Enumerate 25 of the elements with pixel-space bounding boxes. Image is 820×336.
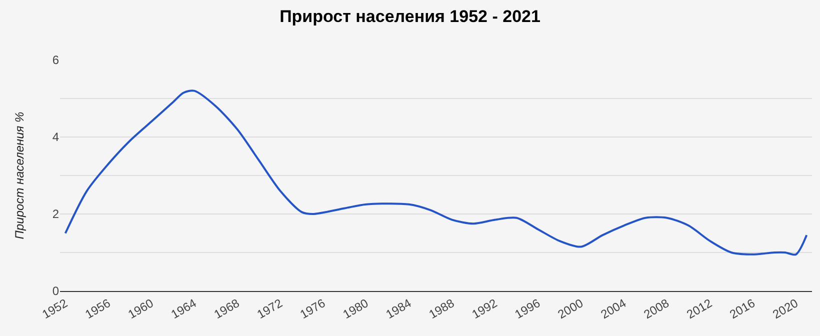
x-tick-label: 1968	[212, 296, 242, 322]
x-tick-label: 1952	[40, 296, 70, 322]
x-tick-label: 2000	[555, 296, 586, 322]
x-tick-label: 1972	[254, 296, 286, 322]
x-tick-label: 1964	[168, 296, 200, 322]
x-tick-label: 1984	[384, 296, 414, 322]
x-tick-label: 1996	[512, 296, 543, 322]
x-tick-label: 2020	[770, 296, 801, 322]
chart-title: Прирост населения 1952 - 2021	[280, 6, 540, 26]
y-tick-label: 0	[52, 284, 60, 298]
x-tick-label: 1992	[469, 296, 500, 322]
x-tick-label: 1976	[298, 296, 328, 322]
x-tick-label: 1980	[340, 296, 371, 322]
x-tick-label: 1988	[426, 296, 457, 322]
y-tick-label: 4	[52, 130, 60, 144]
x-tick-label: 1960	[126, 296, 156, 322]
y-tick-label: 2	[52, 207, 60, 222]
x-tick-label: 2016	[727, 296, 758, 322]
x-tick-label: 2008	[641, 296, 672, 322]
y-axis-title: Прирост населения %	[12, 111, 27, 240]
line-series	[64, 90, 808, 256]
x-tick-label: 2004	[598, 296, 629, 322]
x-tick-label: 2012	[684, 296, 715, 322]
x-tick-label: 1956	[82, 296, 114, 322]
y-tick-label: 6	[52, 53, 60, 68]
